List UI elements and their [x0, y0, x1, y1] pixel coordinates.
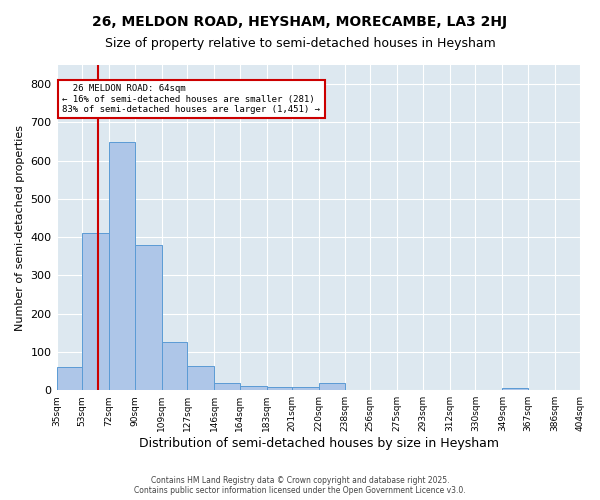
- Text: 26 MELDON ROAD: 64sqm
← 16% of semi-detached houses are smaller (281)
83% of sem: 26 MELDON ROAD: 64sqm ← 16% of semi-deta…: [62, 84, 320, 114]
- Text: 26, MELDON ROAD, HEYSHAM, MORECAMBE, LA3 2HJ: 26, MELDON ROAD, HEYSHAM, MORECAMBE, LA3…: [92, 15, 508, 29]
- Bar: [240, 386, 266, 390]
- Bar: [502, 388, 528, 390]
- Bar: [82, 234, 109, 390]
- Bar: [214, 384, 240, 390]
- Bar: [134, 245, 161, 390]
- Bar: [56, 368, 82, 390]
- Bar: [187, 366, 214, 390]
- X-axis label: Distribution of semi-detached houses by size in Heysham: Distribution of semi-detached houses by …: [139, 437, 499, 450]
- Bar: [292, 387, 319, 390]
- Bar: [109, 142, 134, 390]
- Text: Contains HM Land Registry data © Crown copyright and database right 2025.
Contai: Contains HM Land Registry data © Crown c…: [134, 476, 466, 495]
- Y-axis label: Number of semi-detached properties: Number of semi-detached properties: [15, 124, 25, 330]
- Bar: [266, 387, 292, 390]
- Text: Size of property relative to semi-detached houses in Heysham: Size of property relative to semi-detach…: [104, 38, 496, 51]
- Bar: [319, 382, 345, 390]
- Bar: [161, 342, 187, 390]
